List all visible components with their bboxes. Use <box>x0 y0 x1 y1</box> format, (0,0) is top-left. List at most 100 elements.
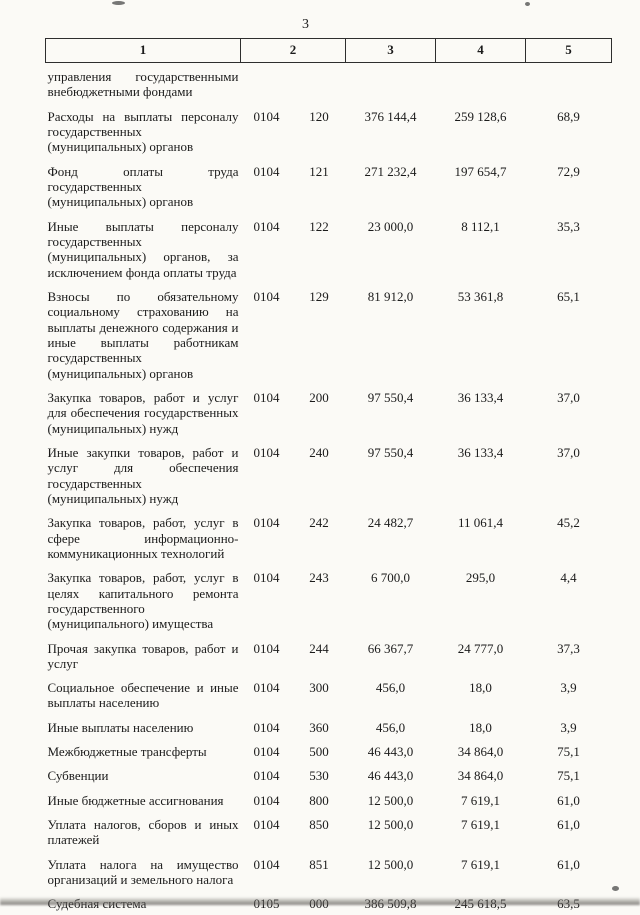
row-col5-value-cell: 75,1 <box>557 744 580 760</box>
budget-table: 1 2 3 4 5 управления государственными вн… <box>45 38 612 915</box>
row-col4-value-cell: 36 133,4 <box>457 389 504 405</box>
row-section-code-cell: 0104 <box>253 856 280 872</box>
row-col4-value-cell: 24 777,0 <box>457 640 504 656</box>
row-col3-value-cell: 81 912,0 <box>367 288 414 304</box>
row-type-code-cell: 300 <box>309 680 329 696</box>
table-row: Прочая закупка товаров, работ и услуг 01… <box>46 635 612 675</box>
row-col4-value-cell: 197 654,7 <box>454 163 507 179</box>
row-type-code-cell: 129 <box>309 288 329 304</box>
row-section-code-cell: 0104 <box>253 108 280 124</box>
row-col3-value-cell: 97 550,4 <box>367 444 414 460</box>
table-row: Иные бюджетные ассигнования 0104 800 12 … <box>46 787 612 811</box>
table-row: Взносы по обязательному социальному стра… <box>46 283 612 384</box>
table-row: Межбюджетные трансферты 0104 500 46 443,… <box>46 738 612 762</box>
row-col4-value-cell: 8 112,1 <box>461 218 500 234</box>
table-row: Уплата налога на имущество организаций и… <box>46 851 612 891</box>
row-type-code-cell: 530 <box>309 768 329 784</box>
row-section-code-cell: 0104 <box>253 515 280 531</box>
row-col4-value-cell: 11 061,4 <box>457 515 504 531</box>
row-type-code-cell: 240 <box>309 444 329 460</box>
row-type-code-cell: 122 <box>309 218 329 234</box>
row-col5-value-cell <box>526 63 612 103</box>
row-name-cell: Иные закупки товаров, работ и услуг для … <box>47 444 239 506</box>
row-col4-value-cell: 7 619,1 <box>461 856 500 872</box>
row-col4-value-cell: 34 864,0 <box>457 768 504 784</box>
table-row: Иные закупки товаров, работ и услуг для … <box>46 439 612 509</box>
table-row: Иные выплаты населению 0104 360 456,0 18… <box>46 714 612 738</box>
table-row: Субвенции 0104 530 46 443,0 34 864,0 75,… <box>46 762 612 786</box>
row-col3-value-cell: 456,0 <box>375 680 406 696</box>
row-name-cell: Прочая закупка товаров, работ и услуг <box>47 640 239 671</box>
row-col3-value-cell: 12 500,0 <box>367 792 414 808</box>
row-col5-value-cell: 68,9 <box>557 108 580 124</box>
scan-edge-artifact <box>0 897 640 905</box>
table-row: Фонд оплаты труда государственных (муниц… <box>46 158 612 213</box>
row-name-cell: Взносы по обязательному социальному стра… <box>47 288 239 381</box>
row-col4-value-cell: 18,0 <box>469 719 492 735</box>
row-col4-value-cell: 53 361,8 <box>457 288 504 304</box>
row-name-cell: Фонд оплаты труда государственных (муниц… <box>47 163 239 210</box>
row-type-code-cell: 120 <box>309 108 329 124</box>
row-col4-value-cell <box>436 63 526 103</box>
scan-artifact <box>112 1 125 5</box>
row-col5-value-cell: 37,0 <box>557 389 580 405</box>
row-col5-value-cell: 3,9 <box>560 680 577 696</box>
header-col-3: 3 <box>345 38 436 63</box>
row-section-code-cell: 0104 <box>253 640 280 656</box>
row-name-cell: Закупка товаров, работ, услуг в целях ка… <box>47 570 239 632</box>
row-col5-value-cell: 72,9 <box>557 163 580 179</box>
row-col4-value-cell: 259 128,6 <box>454 108 507 124</box>
table-row: Закупка товаров, работ и услуг для обесп… <box>46 384 612 439</box>
table-row: Закупка товаров, работ, услуг в сфере ин… <box>46 509 612 564</box>
row-type-code-cell <box>293 63 346 103</box>
row-name-cell: Уплата налогов, сборов и иных платежей <box>47 817 239 848</box>
row-type-code-cell: 243 <box>309 570 329 586</box>
row-type-code-cell: 850 <box>309 817 329 833</box>
row-col5-value-cell: 3,9 <box>560 719 577 735</box>
header-col-1: 1 <box>45 38 241 63</box>
row-name-cell: Расходы на выплаты персоналу государстве… <box>47 108 239 155</box>
row-col5-value-cell: 61,0 <box>557 856 580 872</box>
row-type-code-cell: 360 <box>309 719 329 735</box>
row-col3-value-cell: 46 443,0 <box>367 768 414 784</box>
row-section-code-cell: 0104 <box>253 744 280 760</box>
row-col4-value-cell: 34 864,0 <box>457 744 504 760</box>
header-col-4: 4 <box>435 38 526 63</box>
page-number: 3 <box>302 17 310 32</box>
table-header-row: 1 2 3 4 5 <box>45 38 612 63</box>
row-section-code-cell: 0104 <box>253 444 280 460</box>
table-body: управления государственными внебюджетным… <box>46 63 612 915</box>
row-section-code-cell: 0104 <box>253 570 280 586</box>
table-row: Закупка товаров, работ, услуг в целях ка… <box>46 564 612 634</box>
row-col5-value-cell: 65,1 <box>557 288 580 304</box>
row-type-code-cell: 851 <box>309 856 329 872</box>
row-col5-value-cell: 4,4 <box>560 570 577 586</box>
row-col4-value-cell: 36 133,4 <box>457 444 504 460</box>
row-section-code-cell: 0104 <box>253 218 280 234</box>
row-name-cell: Закупка товаров, работ и услуг для обесп… <box>47 389 239 436</box>
row-col4-value-cell: 7 619,1 <box>461 792 500 808</box>
row-type-code-cell: 800 <box>309 792 329 808</box>
table-row: Иные выплаты персоналу государственных (… <box>46 213 612 283</box>
row-col5-value-cell: 75,1 <box>557 768 580 784</box>
row-col3-value-cell: 46 443,0 <box>367 744 414 760</box>
row-section-code-cell: 0104 <box>253 389 280 405</box>
header-col-5: 5 <box>525 38 612 63</box>
row-col3-value-cell: 376 144,4 <box>364 108 417 124</box>
header-col-2: 2 <box>240 38 346 63</box>
row-type-code-cell: 200 <box>309 389 329 405</box>
row-name-cell: Межбюджетные трансферты <box>47 744 207 760</box>
row-col3-value-cell: 12 500,0 <box>367 817 414 833</box>
row-section-code-cell: 0104 <box>253 817 280 833</box>
row-type-code-cell: 121 <box>309 163 329 179</box>
row-col5-value-cell: 61,0 <box>557 792 580 808</box>
table-row: Социальное обеспечение и иные выплаты на… <box>46 674 612 714</box>
row-section-code-cell: 0104 <box>253 768 280 784</box>
row-col3-value-cell: 271 232,4 <box>364 163 417 179</box>
row-section-code-cell: 0104 <box>253 163 280 179</box>
row-type-code-cell: 500 <box>309 744 329 760</box>
row-col3-value-cell <box>346 63 436 103</box>
row-name-cell: Социальное обеспечение и иные выплаты на… <box>47 680 239 711</box>
row-name-cell: Закупка товаров, работ, услуг в сфере ин… <box>47 515 239 561</box>
